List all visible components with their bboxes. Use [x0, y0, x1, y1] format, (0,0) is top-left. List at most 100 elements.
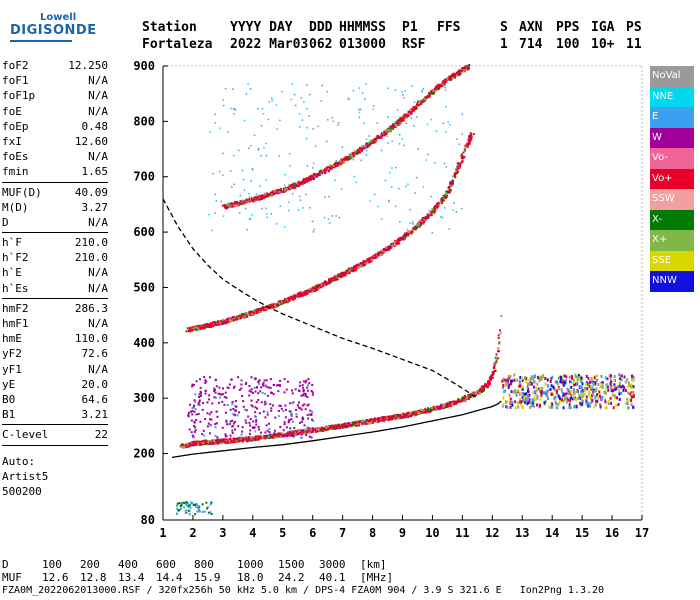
echo-point	[295, 183, 298, 186]
echo-point	[530, 382, 533, 386]
echo-point	[262, 382, 265, 385]
echo-point	[187, 411, 190, 414]
echo-point	[266, 192, 269, 195]
echo-point	[187, 443, 190, 446]
parameter-row: C-level 22	[2, 427, 108, 442]
echo-point	[258, 382, 261, 385]
echo-point	[238, 436, 241, 439]
echo-point	[233, 413, 236, 416]
echo-point	[464, 396, 467, 399]
echo-point	[363, 260, 366, 263]
echo-point	[302, 394, 305, 397]
echo-point	[281, 432, 284, 435]
echo-point	[373, 256, 376, 259]
echo-point	[410, 415, 413, 418]
echo-point	[264, 305, 267, 308]
echo-point	[321, 171, 324, 174]
echo-point	[258, 309, 261, 312]
echo-point	[259, 195, 262, 198]
echo-point	[302, 389, 305, 392]
echo-point	[529, 401, 532, 405]
echo-point	[321, 169, 324, 172]
echo-point	[379, 416, 382, 419]
echo-point	[208, 376, 211, 379]
echo-point	[265, 424, 268, 427]
echo-point	[217, 392, 220, 395]
echo-point	[252, 420, 255, 423]
echo-point	[251, 405, 254, 408]
parameter-value: 3.27	[81, 200, 109, 214]
echo-point	[197, 403, 200, 406]
echo-point	[570, 390, 573, 394]
echo-point	[234, 399, 237, 402]
echo-point	[197, 444, 200, 447]
echo-point	[262, 194, 265, 197]
echo-point	[217, 323, 220, 326]
echo-point	[314, 174, 317, 177]
echo-point	[274, 190, 277, 193]
echo-point	[571, 376, 574, 380]
echo-point	[364, 261, 367, 264]
echo-point	[221, 387, 224, 390]
echo-point	[284, 301, 287, 304]
echo-point	[268, 422, 271, 425]
echo-point	[200, 326, 203, 329]
echo-point	[486, 386, 489, 389]
echo-point	[304, 392, 307, 395]
echo-point	[296, 404, 299, 407]
echo-point	[259, 436, 262, 439]
echo-point	[382, 418, 385, 421]
echo-point	[439, 405, 442, 408]
echo-point	[302, 386, 305, 389]
echo-point	[569, 399, 572, 403]
echo-point	[221, 318, 224, 321]
echo-point	[406, 416, 409, 419]
echo-point	[289, 410, 292, 413]
echo-point	[605, 386, 608, 390]
echo-point	[437, 205, 440, 208]
echo-point	[301, 404, 304, 407]
echo-point	[521, 379, 524, 383]
echo-point	[578, 376, 581, 380]
echo-point	[185, 445, 188, 448]
echo-point	[415, 226, 418, 229]
echo-point	[221, 426, 224, 429]
echo-point	[368, 144, 371, 147]
echo-point	[519, 400, 522, 404]
echo-point	[525, 392, 528, 396]
echo-point	[341, 275, 344, 278]
echo-point	[201, 433, 204, 436]
echo-point	[618, 377, 621, 381]
echo-point	[578, 393, 581, 397]
echo-point	[277, 415, 280, 418]
echo-point	[520, 391, 523, 395]
echo-point	[400, 117, 403, 120]
echo-point	[451, 179, 454, 182]
echo-point	[262, 384, 265, 387]
echo-point	[574, 382, 577, 386]
echo-point	[600, 383, 603, 387]
echo-point	[204, 442, 207, 445]
echo-point	[195, 443, 198, 446]
echo-point	[313, 176, 316, 179]
echo-point	[290, 297, 293, 300]
echo-point	[347, 157, 350, 160]
parameter-row: foE N/A	[2, 104, 108, 119]
echo-point	[286, 435, 289, 438]
echo-point	[308, 289, 311, 292]
echo-point	[336, 162, 339, 165]
spread-f-cluster	[501, 373, 635, 410]
echo-point	[597, 396, 600, 400]
echo-point	[334, 278, 337, 281]
echo-point	[586, 382, 589, 386]
echo-point	[528, 378, 531, 382]
parameter-name: B1	[2, 408, 16, 422]
echo-point	[240, 203, 243, 206]
parameter-value: 64.6	[81, 392, 109, 406]
echo-point	[246, 439, 249, 442]
echo-point	[423, 408, 426, 411]
echo-point	[387, 419, 390, 422]
echo-point	[606, 377, 609, 381]
echo-point	[190, 329, 193, 332]
